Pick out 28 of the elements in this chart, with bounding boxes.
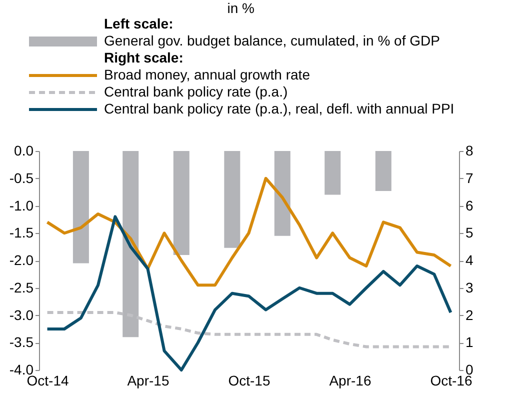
legend-label: General gov. budget balance, cumulated, in % of GDP [104, 32, 440, 48]
y2-tick-label: 1 [466, 334, 474, 350]
line-series [46, 176, 452, 287]
line-series [46, 215, 452, 372]
y2-tick-label: 6 [466, 197, 474, 214]
legend-label: Central bank policy rate (p.a.), real, defl. with annual PPI [104, 100, 454, 116]
y-tick-label: -2.0 [9, 252, 34, 268]
chart-title: in % [227, 0, 254, 16]
legend-label: Broad money, annual growth rate [104, 66, 310, 82]
y-tick-label: -3.5 [9, 334, 34, 350]
y2-tick-label: 4 [466, 252, 474, 268]
y-tick-label: -3.0 [9, 306, 34, 323]
legend-label: Central bank policy rate (p.a.) [104, 84, 288, 100]
text: Right scale: [104, 50, 184, 66]
y-tick-label: -0.5 [9, 170, 34, 186]
y2-tick-label: 8 [466, 142, 474, 158]
y-tick-label: -1.5 [9, 224, 34, 241]
x-tick-label: Oct-15 [228, 372, 270, 388]
y2-tick-label: 5 [466, 224, 474, 241]
y2-tick-label: 7 [466, 170, 474, 186]
text: Left scale: [104, 16, 174, 32]
y-tick-label: -1.0 [9, 197, 34, 214]
y-tick-label: 0.0 [14, 142, 34, 158]
x-tick-label: Apr-15 [127, 372, 170, 388]
y2-tick-label: 3 [466, 279, 474, 296]
y-tick-label: -2.5 [9, 279, 34, 296]
y2-tick-label: 2 [466, 306, 474, 323]
x-tick-label: Apr-16 [329, 372, 372, 388]
